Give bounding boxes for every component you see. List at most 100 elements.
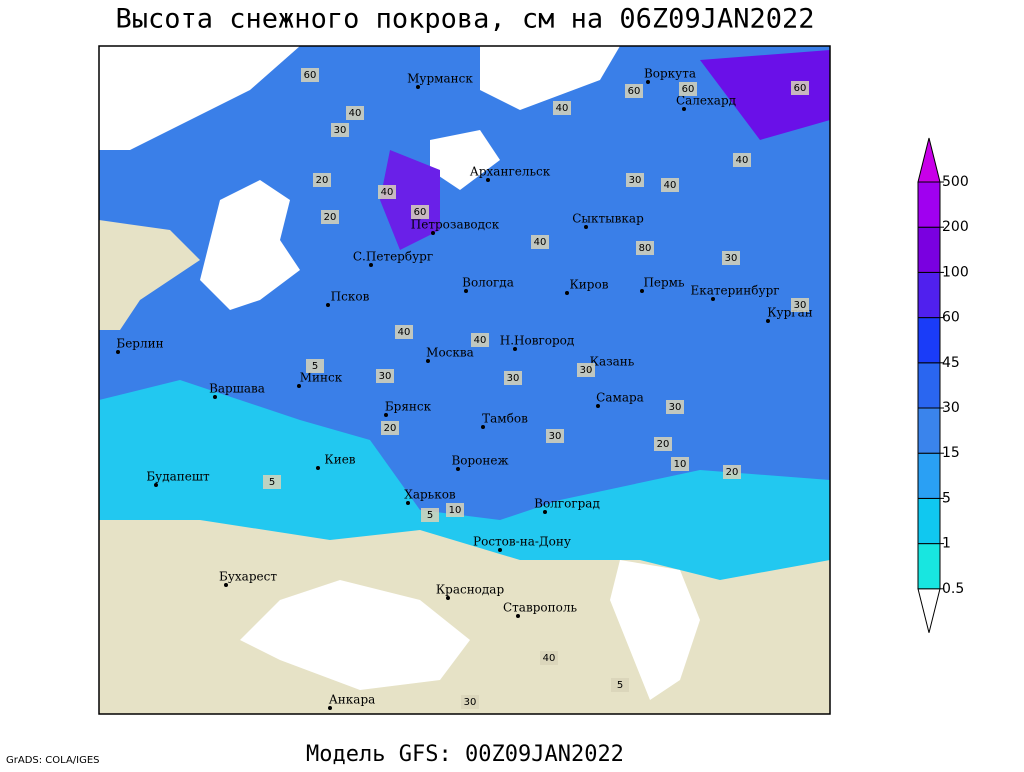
city-label: Ростов-на-Дону — [473, 535, 571, 549]
contour-label: 30 — [669, 402, 682, 413]
contour-label: 20 — [657, 439, 670, 450]
contour-label-bg — [553, 101, 571, 115]
city-dot — [486, 178, 490, 182]
city-dot — [328, 706, 332, 710]
contour-label: 10 — [674, 459, 687, 470]
city-dot — [116, 350, 120, 354]
city-label: Минск — [300, 371, 343, 385]
city-dot — [498, 548, 502, 552]
colorbar-box — [917, 452, 941, 499]
contour-label-bg — [421, 508, 439, 522]
contour-label: 5 — [427, 510, 433, 521]
contour-label-bg — [461, 695, 479, 709]
colorbar-label: 500 — [942, 174, 969, 190]
colorbar-box — [917, 181, 941, 228]
contour-label-bg — [722, 251, 740, 265]
city-dot — [543, 510, 547, 514]
contour-label-bg — [546, 429, 564, 443]
contour-label-bg — [263, 475, 281, 489]
contour-label: 40 — [474, 335, 487, 346]
contour-label: 40 — [381, 187, 394, 198]
city-label: Тамбов — [482, 412, 528, 426]
contour-label: 10 — [449, 505, 462, 516]
caspian-sea — [610, 560, 700, 700]
city-label: Краснодар — [436, 583, 505, 597]
contour-label-bg — [626, 173, 644, 187]
city-dot — [456, 467, 460, 471]
city-dot — [316, 466, 320, 470]
title: Высота снежного покрова, см на 06Z09JAN2… — [116, 4, 815, 35]
contour-label-bg — [723, 465, 741, 479]
contour-label: 30 — [725, 253, 738, 264]
colorbar-label: 30 — [942, 400, 960, 416]
contour-label: 60 — [794, 83, 807, 94]
model-caption: Модель GFS: 00Z09JAN2022 — [306, 742, 624, 767]
contour-label-bg — [791, 298, 809, 312]
colorbar-label: 60 — [942, 310, 960, 326]
city-dot — [297, 384, 301, 388]
city-dot — [516, 614, 520, 618]
contour-label: 5 — [312, 361, 318, 372]
colorbar-box — [917, 317, 941, 364]
city-dot — [682, 107, 686, 111]
city-label: Сыктывкар — [572, 212, 644, 226]
colorbar-label: 15 — [942, 445, 960, 461]
city-dot — [711, 297, 715, 301]
city-dot — [446, 596, 450, 600]
contour-label-bg — [661, 178, 679, 192]
city-dot — [406, 501, 410, 505]
city-label: Харьков — [404, 488, 456, 502]
colorbar-label: 0.5 — [942, 581, 964, 597]
city-label: Пермь — [643, 276, 685, 290]
city-label: Воркута — [644, 67, 696, 81]
city-dot — [640, 289, 644, 293]
black-sea — [240, 580, 470, 690]
city-label: С.Петербург — [353, 250, 433, 264]
city-dot — [369, 263, 373, 267]
city-label: Воронеж — [451, 454, 508, 468]
contour-label-bg — [321, 210, 339, 224]
contour-label-bg — [411, 205, 429, 219]
contour-label-bg — [577, 363, 595, 377]
city-label: Будапешт — [146, 470, 210, 484]
contour-label-bg — [381, 421, 399, 435]
credit: GrADS: COLA/IGES — [6, 755, 100, 766]
city-label: Ставрополь — [503, 601, 577, 615]
colorbar-box — [917, 271, 941, 319]
colorbar-label: 200 — [942, 219, 969, 235]
city-dot — [766, 319, 770, 323]
colorbar-box — [917, 497, 941, 545]
city-label: Мурманск — [407, 72, 473, 86]
contour-label: 60 — [628, 86, 641, 97]
contour-label-bg — [733, 153, 751, 167]
contour-label-bg — [331, 123, 349, 137]
city-label: Екатеринбург — [690, 284, 779, 298]
contour-label: 30 — [464, 697, 477, 708]
contour-label: 20 — [316, 175, 329, 186]
barents-sea — [480, 46, 620, 110]
contour-label: 5 — [269, 477, 275, 488]
city-dot — [565, 291, 569, 295]
colorbar-label: 5 — [942, 490, 951, 506]
city-label: Бухарест — [219, 570, 277, 584]
city-dot — [426, 359, 430, 363]
map-frame — [98, 45, 831, 715]
contour-label: 30 — [549, 431, 562, 442]
contour-label-bg — [666, 400, 684, 414]
baltic-sea — [200, 180, 300, 310]
contour-label-bg — [671, 457, 689, 471]
city-label: Варшава — [209, 382, 265, 396]
colorbar-box — [917, 407, 941, 454]
city-label: Вологда — [462, 276, 514, 290]
contour-label: 80 — [639, 243, 652, 254]
no-snow-west — [99, 220, 200, 330]
colorbar-box — [917, 226, 941, 273]
contour-label: 40 — [349, 108, 362, 119]
city-label: Берлин — [116, 337, 163, 351]
contour-label-bg — [625, 84, 643, 98]
contour-label: 20 — [384, 423, 397, 434]
contour-label-bg — [611, 678, 629, 692]
city-label: Киров — [570, 278, 609, 292]
